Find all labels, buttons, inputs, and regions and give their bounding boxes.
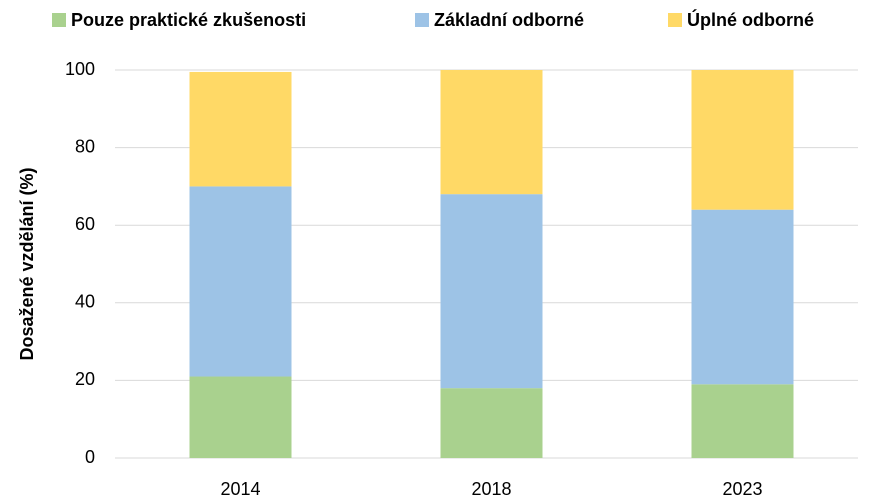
- bar-segment: [189, 71, 292, 187]
- legend-swatch: [415, 13, 429, 27]
- legend-label: Pouze praktické zkušenosti: [71, 10, 306, 30]
- legend-label: Základní odborné: [434, 10, 584, 30]
- y-tick-label: 0: [85, 447, 95, 467]
- y-tick-label: 20: [75, 369, 95, 389]
- y-axis-label: Dosažené vzdělání (%): [17, 167, 37, 360]
- bar-segment: [691, 209, 794, 385]
- bar-segment: [440, 70, 543, 195]
- bar-segment: [440, 388, 543, 458]
- y-tick-label: 100: [65, 59, 95, 79]
- y-tick-label: 80: [75, 136, 95, 156]
- legend-swatch: [52, 13, 66, 27]
- legend-swatch: [668, 13, 682, 27]
- x-tick-label: 2023: [722, 479, 762, 499]
- x-tick-label: 2014: [220, 479, 260, 499]
- bar-segment: [189, 186, 292, 377]
- bar-segment: [691, 70, 794, 210]
- y-tick-label: 60: [75, 214, 95, 234]
- x-tick-label: 2018: [471, 479, 511, 499]
- bar-segment: [440, 194, 543, 389]
- legend-label: Úplné odborné: [687, 9, 814, 30]
- bar-segment: [189, 376, 292, 458]
- bar-segment: [691, 384, 794, 458]
- y-tick-label: 40: [75, 292, 95, 312]
